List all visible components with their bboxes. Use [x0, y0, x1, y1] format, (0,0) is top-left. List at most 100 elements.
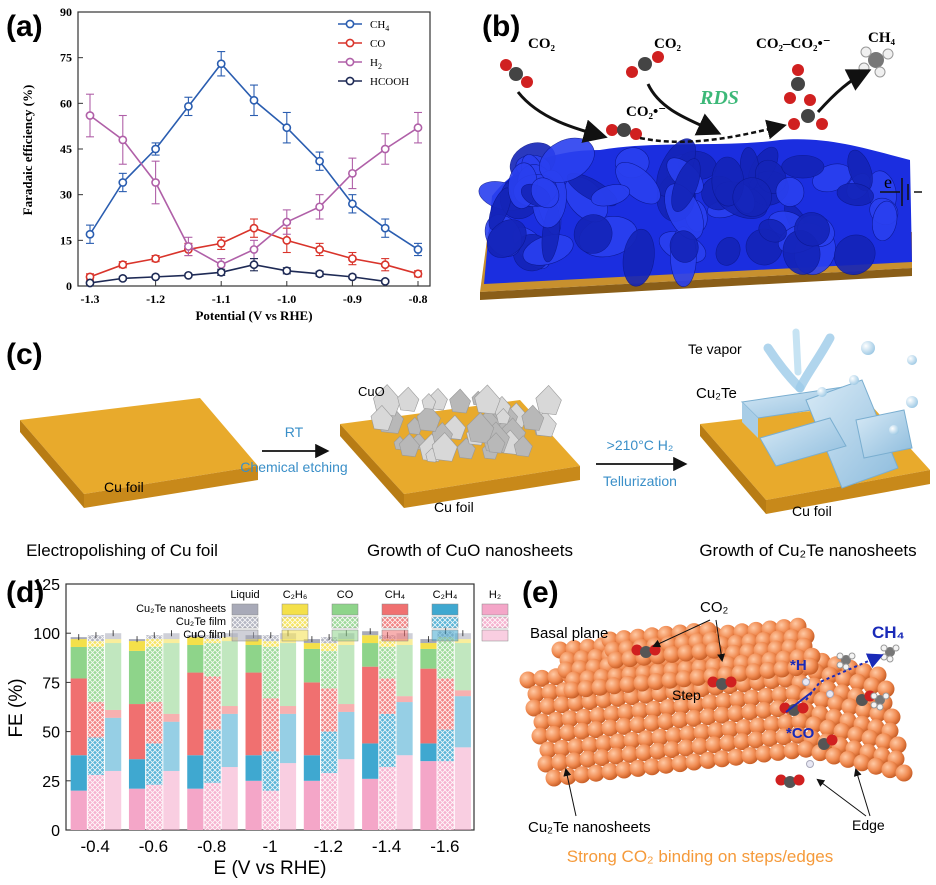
panel-d-bar-segment — [187, 755, 204, 789]
panel-c-te-vapor-arrows — [763, 328, 835, 393]
panel-b-flake — [775, 177, 805, 207]
panel-a-point — [151, 272, 160, 282]
panel-a-point — [183, 101, 193, 111]
panel-a-point — [380, 277, 390, 286]
panel-e-atom — [741, 747, 759, 765]
panel-a-point — [347, 199, 357, 209]
panel-e-oxygen-atom — [649, 644, 661, 656]
panel-e-atom — [635, 744, 653, 762]
panel-c-cuo-flake — [474, 384, 501, 415]
panel-c-foil-3: Te vapor Cu₂Te Cu foil — [688, 328, 930, 519]
panel-d-bar-segment — [338, 704, 355, 712]
panel-e-atom — [545, 769, 563, 787]
panel-d-bar-segment — [454, 696, 471, 748]
panel-a-point — [380, 223, 390, 233]
panel-e-atom — [691, 643, 709, 661]
panel-e-atom — [563, 681, 581, 699]
panel-d-bar-segment — [279, 643, 297, 707]
panel-d-bar-segment — [221, 641, 238, 707]
panel-d-bar-segment — [187, 788, 204, 830]
panel-e-atom — [677, 739, 695, 757]
panel-e-atom — [615, 761, 633, 779]
panel-e-atom — [553, 739, 571, 757]
panel-e-h-atom — [876, 703, 884, 711]
panel-b-flake — [794, 212, 830, 247]
panel-e-h-atom — [870, 692, 878, 700]
panel-a-ytick-label: 60 — [60, 96, 72, 110]
panel-e-atom — [687, 695, 705, 713]
panel-d-bar-stack — [245, 632, 262, 830]
panel-c-cuo-flake — [535, 385, 562, 415]
panel-d-bar-segment — [454, 639, 471, 644]
panel-d-bar-segment — [163, 721, 180, 771]
panel-e-atom — [761, 729, 779, 747]
panel-d-legend-hatch — [432, 617, 458, 628]
panel-d-bar-hatch — [146, 784, 163, 830]
panel-a-ytick-label: 15 — [60, 233, 72, 247]
panel-e-atom — [771, 686, 789, 704]
panel-e-atom — [593, 749, 611, 767]
panel-d-bar-stack — [379, 632, 396, 830]
panel-c-cuo-label: CuO — [358, 384, 385, 399]
panel-e-atom — [561, 710, 579, 728]
panel-a-point — [282, 123, 292, 133]
panel-e-atom — [547, 711, 565, 729]
panel-d-bar-segment — [163, 770, 180, 830]
panel-d-legend-swatch — [281, 603, 309, 616]
panel-b-co2-label-2: CO₂ — [654, 36, 682, 52]
panel-e-atom — [733, 733, 751, 751]
panel-a-point — [249, 95, 259, 105]
panel-e-atom — [537, 755, 555, 773]
panel-e-oxygen-atom — [797, 702, 809, 714]
panel-b-arrow-desorb — [816, 69, 872, 114]
panel-d-bar-segment — [338, 645, 355, 705]
panel-b-electrode-icon — [880, 178, 922, 206]
panel-c-cuo-flake — [496, 408, 511, 425]
panel-c-cuo-flake — [513, 435, 533, 457]
panel-d-legend-product: C₂H₆ — [283, 589, 308, 601]
panel-d-bar-hatch — [320, 643, 338, 651]
panel-e-atom — [541, 683, 559, 701]
panel-e-atom — [633, 674, 651, 692]
panel-a-point — [315, 269, 324, 279]
panel-e-atom — [689, 668, 707, 686]
panel-e-atom — [649, 742, 667, 760]
panel-d-bar-hatch — [146, 702, 163, 744]
panel-a-point — [216, 267, 226, 277]
panel-e-atom — [847, 726, 865, 744]
panel-b-flake — [872, 200, 898, 242]
panel-e-atom — [659, 699, 677, 717]
panel-d-bar-stack — [437, 628, 454, 830]
panel-e-carbon-atom — [841, 655, 851, 665]
panel-c-label: (c) — [6, 338, 43, 371]
panel-a-point — [85, 229, 95, 239]
panel-b-flake — [590, 184, 631, 207]
panel-d-legend-swatch — [431, 629, 459, 642]
panel-d-legend-product: Liquid — [230, 589, 259, 601]
panel-b-flake — [486, 219, 527, 258]
panel-c-vapor-bubble — [889, 425, 899, 435]
panel-d-bar-hatch — [204, 676, 221, 730]
panel-e-co2-adsorbate — [631, 644, 661, 658]
panel-d-bar-segment — [221, 713, 238, 768]
panel-e-atom — [553, 696, 571, 714]
panel-e-atom — [841, 698, 859, 716]
panel-e-co2-label: CO₂ — [700, 599, 729, 616]
panel-e-atom — [607, 747, 625, 765]
panel-e-co2-adsorbate — [707, 676, 737, 690]
panel-e-carbon-atom — [716, 678, 728, 690]
panel-a-ytick-label: 0 — [66, 279, 72, 293]
panel-e-atom — [595, 691, 613, 709]
panel-d-bar-segment — [454, 643, 471, 691]
panel-b-flake — [622, 228, 655, 287]
panel-d-xtick-label: -0.8 — [197, 837, 226, 856]
panel-e-oxygen-atom — [631, 644, 643, 656]
panel-d-bar-segment — [70, 678, 87, 756]
panel-d-bar-segment — [70, 790, 87, 830]
panel-d-bar-stack — [221, 630, 238, 830]
panel-d-bar-segment — [279, 706, 297, 714]
panel-b-arrow-rds — [639, 119, 787, 143]
panel-e-atom — [849, 673, 867, 691]
panel-e-atom — [545, 725, 563, 743]
